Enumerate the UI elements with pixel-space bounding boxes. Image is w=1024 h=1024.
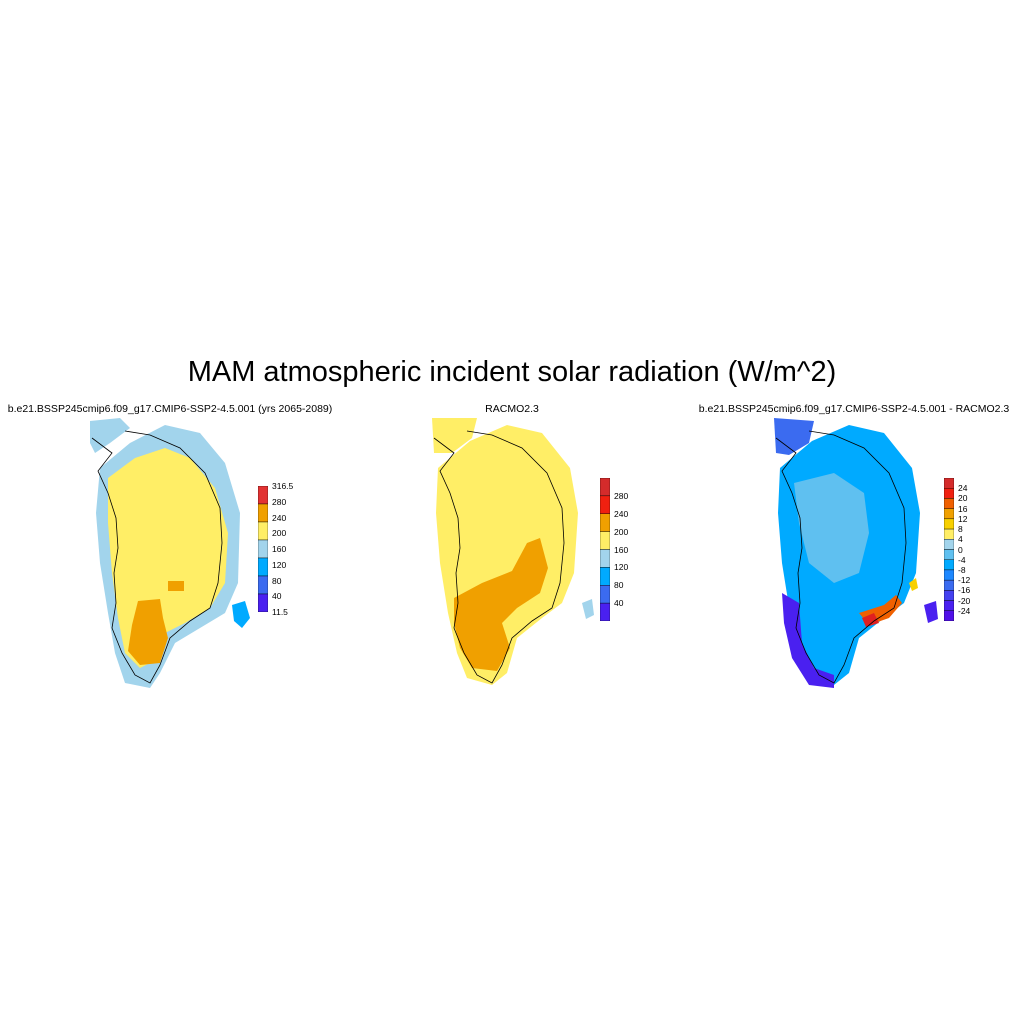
colorbar-tick-label: 240: [272, 512, 287, 523]
colorbar-segment: [943, 518, 955, 530]
colorbar-segment: [943, 488, 955, 499]
colorbar-tick-label: -4: [958, 554, 966, 565]
colorbar-segment: [599, 567, 611, 586]
greenland-map-racmo: [432, 418, 594, 685]
colorbar-tick-label: 11.5: [272, 607, 288, 617]
colorbar-tick-label: 0: [958, 544, 963, 555]
colorbar-segment: [257, 539, 269, 559]
greenland-map-model: [90, 418, 250, 688]
colorbar-tick-label: 80: [272, 575, 282, 586]
colorbar-tick-label: 316.5: [272, 481, 294, 491]
map-south-band: [454, 538, 548, 671]
colorbar-tick-label: 40: [272, 591, 282, 602]
colorbar-tick-label: 160: [272, 544, 287, 554]
map-south-negative: [782, 593, 834, 688]
colorbar-segment: [943, 579, 955, 591]
colorbar-tick-label: 8: [958, 524, 963, 535]
colorbar-segment: [943, 610, 955, 622]
colorbar-segment: [943, 549, 955, 560]
colorbar-segment: [943, 600, 955, 611]
colorbar-segment: [257, 593, 269, 613]
colorbar-segment: [599, 549, 611, 568]
colorbar-tick-label: -20: [958, 595, 971, 606]
colorbar-racmo: [599, 477, 611, 626]
panel-title: b.e21.BSSP245cmip6.f09_g17.CMIP6-SSP2-4.…: [7, 403, 333, 415]
colorbar-segment: [599, 585, 611, 604]
coastline: [433, 430, 565, 684]
colorbar-tick-label: 280: [272, 496, 287, 507]
colorbar-segment: [257, 575, 269, 595]
colorbar-tick-label: 160: [614, 544, 629, 555]
colorbar-tick-label: -8: [958, 564, 966, 575]
greenland-map-difference: [774, 418, 938, 688]
colorbar-segment: [943, 508, 955, 520]
colorbar-segment: [943, 498, 955, 509]
colorbar-segment: [257, 521, 269, 541]
colorbar-tick-label: 16: [958, 503, 968, 514]
colorbar-tick-label: 240: [614, 508, 629, 519]
colorbar-tick-label: 120: [614, 562, 629, 573]
colorbar-tick-label: 200: [272, 528, 287, 539]
colorbar-model: [257, 485, 269, 617]
figure-title: MAM atmospheric incident solar radiation…: [187, 356, 837, 388]
colorbar-tick-label: 280: [614, 490, 629, 501]
panel-title: b.e21.BSSP245cmip6.f09_g17.CMIP6-SSP2-4.…: [698, 403, 1010, 415]
colorbar-segment: [257, 557, 269, 577]
colorbar-difference: [943, 477, 955, 626]
colorbar-segment: [599, 477, 611, 497]
colorbar-tick-label: 12: [958, 513, 968, 524]
colorbar-segment: [599, 495, 611, 514]
colorbar-segment: [599, 513, 611, 532]
colorbar-segment: [943, 569, 955, 581]
colorbar-segment: [257, 485, 269, 505]
panel-title: RACMO2.3: [485, 403, 539, 415]
panel-racmo: RACMO2.3 280 240 200 160 120 80 40: [342, 403, 682, 703]
colorbar-tick-label: 24: [958, 483, 968, 494]
colorbar-tick-label: 20: [958, 493, 968, 504]
colorbar-segment: [943, 590, 955, 601]
colorbar-segment: [599, 602, 611, 622]
panel-difference: b.e21.BSSP245cmip6.f09_g17.CMIP6-SSP2-4.…: [684, 403, 1024, 703]
colorbar-tick-label: -12: [958, 575, 971, 586]
map-south-band: [128, 599, 168, 665]
colorbar-segment: [943, 528, 955, 540]
colorbar-segment: [599, 531, 611, 550]
panel-model: b.e21.BSSP245cmip6.f09_g17.CMIP6-SSP2-4.…: [0, 403, 340, 703]
coastline: [91, 430, 223, 684]
colorbar-tick-label: 120: [272, 559, 287, 570]
colorbar-tick-label: -24: [958, 605, 971, 616]
coastline: [775, 430, 907, 684]
colorbar-segment: [943, 539, 955, 550]
colorbar-tick-label: -16: [958, 585, 971, 596]
colorbar-segment: [943, 559, 955, 571]
colorbar-tick-label: 4: [958, 534, 963, 545]
colorbar-segment: [943, 477, 955, 489]
colorbar-tick-label: 80: [614, 580, 624, 591]
colorbar-tick-label: 200: [614, 526, 629, 537]
colorbar-segment: [257, 503, 269, 523]
colorbar-tick-label: 40: [614, 598, 624, 609]
